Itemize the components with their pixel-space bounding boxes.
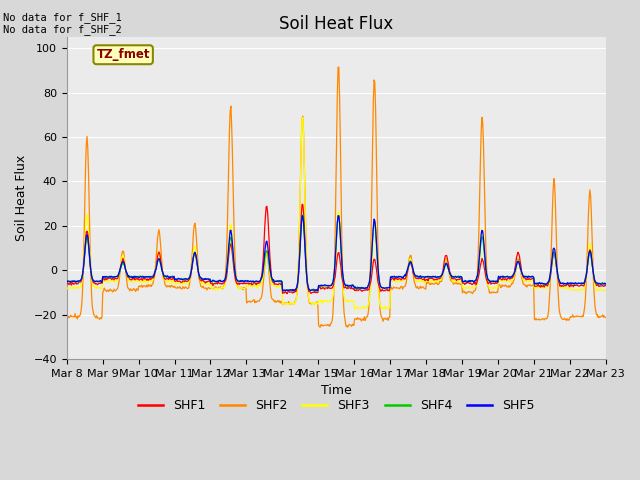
SHF5 xyxy=(73,279,81,285)
SHF4 xyxy=(602,281,609,287)
Line: SHF3: SHF3 xyxy=(67,117,605,309)
SHF5 xyxy=(403,268,411,274)
SHF4 xyxy=(73,279,81,285)
SHF4 xyxy=(299,212,307,218)
SHF3 xyxy=(183,281,191,287)
SHF1 xyxy=(298,202,306,207)
SHF3 xyxy=(299,114,307,120)
Text: TZ_fmet: TZ_fmet xyxy=(97,48,150,61)
SHF2 xyxy=(211,284,219,290)
Text: No data for f_SHF_2: No data for f_SHF_2 xyxy=(3,24,122,35)
SHF2 xyxy=(316,324,324,330)
Line: SHF5: SHF5 xyxy=(67,216,605,291)
Legend: SHF1, SHF2, SHF3, SHF4, SHF5: SHF1, SHF2, SHF3, SHF4, SHF5 xyxy=(132,394,540,417)
SHF2 xyxy=(128,288,136,293)
SHF3 xyxy=(73,285,81,291)
SHF4 xyxy=(211,279,219,285)
SHF2 xyxy=(73,314,81,320)
SHF2 xyxy=(403,274,411,279)
SHF2 xyxy=(602,314,609,320)
X-axis label: Time: Time xyxy=(321,384,351,397)
Line: SHF2: SHF2 xyxy=(67,67,605,327)
SHF5 xyxy=(335,213,342,218)
Line: SHF4: SHF4 xyxy=(67,215,605,291)
SHF3 xyxy=(128,280,136,286)
Text: No data for f_SHF_1: No data for f_SHF_1 xyxy=(3,12,122,23)
SHF3 xyxy=(419,280,427,286)
SHF2 xyxy=(63,313,70,319)
SHF5 xyxy=(183,276,191,282)
SHF4 xyxy=(312,288,320,294)
SHF3 xyxy=(602,287,609,293)
SHF4 xyxy=(128,274,136,279)
SHF5 xyxy=(211,278,219,284)
SHF1 xyxy=(63,281,70,287)
Title: Soil Heat Flux: Soil Heat Flux xyxy=(279,15,394,33)
Y-axis label: Soil Heat Flux: Soil Heat Flux xyxy=(15,155,28,241)
SHF3 xyxy=(63,286,70,292)
SHF5 xyxy=(63,278,70,284)
SHF1 xyxy=(183,278,191,284)
SHF5 xyxy=(128,275,136,281)
SHF1 xyxy=(284,291,291,297)
SHF5 xyxy=(419,274,427,280)
SHF1 xyxy=(211,281,219,287)
SHF1 xyxy=(128,277,136,283)
SHF1 xyxy=(403,271,411,276)
SHF4 xyxy=(183,276,191,282)
SHF3 xyxy=(351,306,358,312)
SHF1 xyxy=(419,276,427,282)
SHF1 xyxy=(73,281,81,287)
Line: SHF1: SHF1 xyxy=(67,204,605,294)
SHF4 xyxy=(403,268,411,274)
SHF5 xyxy=(289,288,297,294)
SHF3 xyxy=(403,271,411,276)
SHF2 xyxy=(183,286,191,291)
SHF2 xyxy=(419,284,427,289)
SHF1 xyxy=(602,283,609,288)
SHF2 xyxy=(334,64,342,70)
SHF3 xyxy=(211,288,219,293)
SHF5 xyxy=(602,281,609,287)
SHF4 xyxy=(419,274,427,279)
SHF4 xyxy=(63,279,70,285)
